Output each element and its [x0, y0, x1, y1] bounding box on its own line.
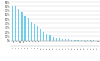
Bar	[97, 41, 98, 42]
Bar	[26, 41, 27, 42]
Bar	[91, 41, 92, 42]
Bar	[18, 9, 19, 41]
Bar	[65, 39, 66, 41]
Bar	[35, 41, 36, 42]
Bar	[52, 37, 54, 41]
Bar	[90, 40, 91, 41]
Bar	[87, 40, 88, 41]
Bar	[84, 40, 85, 41]
Bar	[22, 41, 24, 43]
Bar	[85, 41, 86, 42]
Bar	[74, 40, 76, 41]
Bar	[28, 18, 29, 41]
Bar	[19, 41, 21, 43]
Bar	[77, 40, 79, 41]
Bar	[34, 24, 35, 41]
Bar	[40, 29, 41, 41]
Bar	[31, 22, 32, 41]
Bar	[43, 32, 44, 41]
Bar	[38, 41, 39, 42]
Bar	[32, 41, 33, 42]
Bar	[93, 40, 94, 41]
Bar	[12, 5, 13, 41]
Bar	[15, 6, 16, 41]
Bar	[37, 26, 38, 41]
Bar	[68, 39, 69, 41]
Bar	[56, 38, 57, 41]
Bar	[13, 41, 14, 43]
Bar	[71, 40, 72, 41]
Bar	[59, 38, 60, 41]
Bar	[29, 41, 30, 42]
Bar	[24, 16, 26, 41]
Bar	[21, 12, 22, 41]
Bar	[62, 39, 63, 41]
Bar	[49, 35, 51, 41]
Bar	[16, 41, 18, 42]
Bar	[81, 40, 82, 41]
Bar	[46, 34, 48, 41]
